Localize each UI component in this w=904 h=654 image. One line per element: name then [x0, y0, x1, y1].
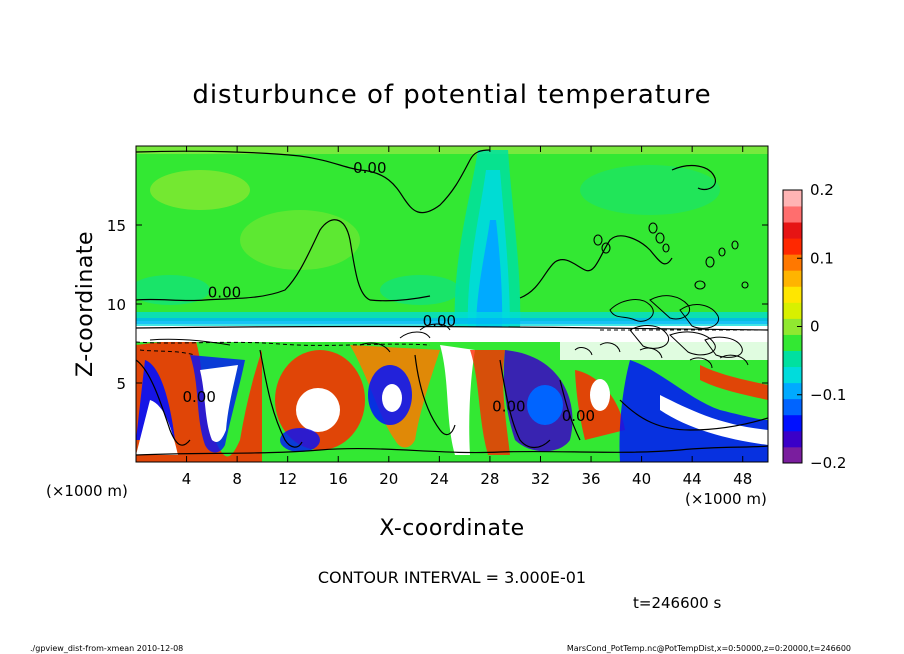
contour-label: 0.00	[353, 159, 386, 177]
interface-core	[136, 318, 768, 324]
small-contour-rings	[593, 222, 749, 290]
colorbar-band	[783, 270, 802, 287]
contour-labels: 0.00 0.00 0.00 0.00 0.00 0.00	[182, 159, 595, 425]
x-tick-label: 36	[581, 470, 600, 488]
contour-label: 0.00	[208, 284, 241, 302]
colorbar: 0.2 0.1 0 −0.1 −0.2	[782, 181, 846, 472]
time-label: t=246600 s	[633, 594, 721, 612]
x-tick-label: 16	[329, 470, 348, 488]
contour-lines	[136, 149, 768, 456]
colorbar-band	[783, 382, 802, 400]
lower-field	[136, 332, 768, 462]
white-gap	[136, 327, 768, 333]
colorbar-tick-label: 0	[810, 318, 820, 336]
colorbar-band	[783, 430, 802, 448]
colorbar-tick-label: −0.2	[810, 454, 846, 472]
x-tick-label: 24	[430, 470, 449, 488]
y-tick-label: 15	[107, 217, 126, 235]
contour-label: 0.00	[492, 397, 525, 415]
x-tick-label: 4	[182, 470, 192, 488]
contour-interval: CONTOUR INTERVAL = 3.000E-01	[318, 568, 586, 587]
y-tick-label: 5	[116, 375, 126, 393]
colorbar-band	[783, 238, 802, 255]
footer-right: MarsCond_PotTemp.nc@PotTempDist,x=0:5000…	[567, 644, 851, 653]
colorbar-band	[783, 286, 802, 303]
x-unit-label-left: (×1000 m)	[46, 482, 128, 500]
colorbar-band	[783, 318, 802, 335]
y-tick-label: 10	[107, 296, 126, 314]
x-tick-label: 20	[379, 470, 398, 488]
contour-label: 0.00	[182, 388, 215, 406]
colorbar-band	[783, 446, 802, 464]
chart-title: disturbunce of potential temperature	[192, 80, 711, 110]
dashed-contours	[136, 329, 768, 356]
x-axis: 4 8 12 16 20 24 28 32 36 40 44 48	[182, 146, 752, 488]
x-tick-label: 28	[480, 470, 499, 488]
colorbar-tick-label: −0.1	[810, 386, 846, 404]
y-axis: 5 10 15	[107, 217, 768, 393]
footer-left: ./gpview_dist-from-xmean 2010-12-08	[30, 644, 183, 653]
colorbar-tick-label: 0.1	[810, 249, 834, 267]
contour-label: 0.00	[562, 407, 595, 425]
colorbar-ticks: 0.2 0.1 0 −0.1 −0.2	[797, 181, 846, 472]
upper-patches	[136, 165, 720, 305]
x-tick-label: 40	[632, 470, 651, 488]
x-unit-label-right: (×1000 m)	[685, 490, 767, 508]
colorbar-band	[783, 334, 802, 351]
colorbar-band	[783, 222, 802, 239]
x-tick-label: 48	[733, 470, 752, 488]
x-tick-label: 32	[531, 470, 550, 488]
colorbar-band	[783, 206, 802, 223]
x-tick-label: 44	[683, 470, 702, 488]
colorbar-tick-label: 0.2	[810, 181, 834, 199]
contour-label: 0.00	[423, 312, 456, 330]
colorbar-band	[783, 366, 802, 384]
colorbar-band	[783, 190, 802, 207]
colorbar-band	[783, 302, 802, 319]
x-axis-label: X-coordinate	[379, 516, 524, 541]
dense-contours-right	[149, 295, 749, 369]
colorbar-band	[783, 254, 802, 271]
x-tick-label: 12	[278, 470, 297, 488]
colorbar-band	[783, 414, 802, 432]
colorbar-band	[783, 398, 802, 416]
cold-plume	[454, 150, 521, 330]
plot-area: 0.00 0.00 0.00 0.00 0.00 0.00	[136, 146, 768, 462]
colorbar-band	[783, 350, 802, 368]
upper-field-light	[136, 146, 768, 154]
y-axis-label: Z-coordinate	[73, 231, 98, 377]
x-tick-label: 8	[232, 470, 242, 488]
